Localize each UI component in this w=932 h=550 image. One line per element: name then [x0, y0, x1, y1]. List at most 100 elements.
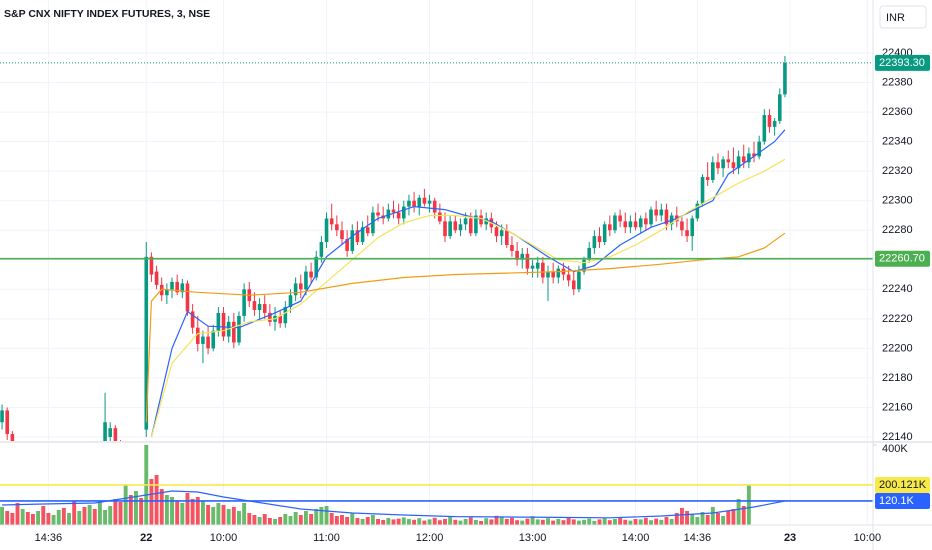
volume-bar — [643, 517, 648, 525]
candle-body — [386, 209, 391, 219]
candle-body — [350, 230, 355, 251]
volume-bar — [92, 509, 97, 525]
candle-body — [541, 262, 545, 278]
volume-bar — [365, 517, 370, 525]
candle-body — [458, 224, 463, 231]
candle-body — [242, 289, 246, 316]
volume-bar — [705, 515, 710, 525]
volume-bar — [659, 519, 664, 525]
volume-bar — [741, 506, 746, 525]
volume-bar — [638, 519, 643, 525]
volume-bar — [628, 520, 633, 525]
candle-body — [371, 212, 375, 234]
volume-bar — [479, 521, 484, 525]
volume-bar — [437, 520, 442, 525]
candle-body — [705, 177, 710, 181]
candle-body — [448, 221, 452, 237]
candle-body — [5, 410, 10, 435]
volume-bar — [15, 503, 20, 525]
volume-bar — [453, 519, 458, 525]
level-label-box — [875, 54, 930, 71]
candle-body — [716, 162, 720, 169]
candle-body — [329, 218, 334, 225]
volume-bar — [422, 520, 427, 525]
volume-bar — [468, 517, 473, 525]
volume-bar — [175, 501, 180, 525]
currency-label[interactable]: INR — [886, 12, 905, 24]
x-tick-label: 14:36 — [35, 532, 63, 544]
volume-bar — [82, 507, 87, 525]
x-tick-label: 22 — [140, 532, 152, 544]
level-label: 120.1K — [879, 495, 915, 507]
volume-bar — [571, 519, 576, 525]
candle-body — [680, 221, 684, 231]
volume-bar — [721, 516, 726, 525]
y-tick-label: 22360 — [882, 106, 913, 118]
y-tick-label: 22240 — [882, 283, 913, 295]
level-label-box — [875, 492, 930, 509]
candle-body — [175, 281, 179, 293]
volume-bar — [674, 513, 679, 525]
candle-body — [530, 265, 535, 269]
volume-bar — [386, 518, 391, 525]
volume-bar — [216, 503, 221, 525]
candle-body — [232, 321, 236, 343]
volume-bar — [412, 519, 417, 525]
candle-body — [767, 115, 772, 127]
volume-bar — [159, 489, 164, 525]
candle-body — [396, 212, 401, 219]
x-tick-label: 10:00 — [210, 532, 238, 544]
candle-body — [711, 162, 715, 181]
volume-bar — [20, 509, 25, 525]
candle-body — [417, 197, 422, 207]
candle-body — [731, 162, 736, 169]
candle-body — [165, 289, 169, 296]
volume-bar — [41, 506, 46, 525]
candle-body — [10, 434, 15, 441]
volume-bar — [370, 515, 375, 525]
y-tick-label: 22340 — [882, 136, 913, 148]
chart-title: S&P CNX NIFTY INDEX FUTURES, 3, NSE — [4, 8, 210, 20]
candle-body — [618, 215, 622, 222]
candle-body — [180, 283, 185, 293]
candle-body — [721, 159, 725, 169]
axes: 2214022160221802220022220222402226022280… — [35, 47, 930, 544]
volume-bar — [25, 512, 30, 525]
volume-bar — [226, 509, 231, 525]
candle-body — [443, 221, 447, 237]
candle-body — [644, 218, 648, 225]
candle-body — [154, 271, 159, 285]
candle-body — [757, 141, 761, 157]
candle-body — [298, 283, 303, 290]
currency-button[interactable] — [879, 5, 927, 29]
volume-bar — [649, 520, 653, 525]
candle-body — [407, 200, 411, 207]
candle-body — [365, 227, 370, 234]
candle-body — [747, 153, 751, 163]
x-tick-label: 11:00 — [313, 532, 340, 544]
volume-bar — [484, 518, 489, 525]
x-tick-label: 13:00 — [519, 532, 547, 544]
y-tick-label: 22220 — [882, 313, 913, 325]
candle-body — [278, 315, 282, 324]
volume-bar — [535, 519, 540, 525]
volume-bar — [262, 514, 267, 525]
volume-bar — [401, 517, 406, 525]
volume-bar — [391, 519, 396, 525]
volume-bar — [525, 518, 530, 525]
volume-bar — [690, 514, 695, 525]
volume-bar — [97, 501, 102, 525]
volume-bar — [355, 518, 360, 525]
volume-bar — [432, 517, 437, 525]
volume-bar — [252, 515, 257, 525]
candle-body — [319, 242, 324, 257]
volume-bar — [46, 513, 51, 525]
volume-bar — [582, 519, 587, 525]
candle-body — [170, 281, 174, 290]
candle-body — [237, 315, 241, 343]
volume-bar — [128, 495, 133, 525]
x-tick-label: 12:00 — [416, 532, 444, 544]
volume-bar — [273, 519, 277, 525]
volume-bar — [87, 505, 92, 525]
candle-body — [268, 312, 272, 322]
